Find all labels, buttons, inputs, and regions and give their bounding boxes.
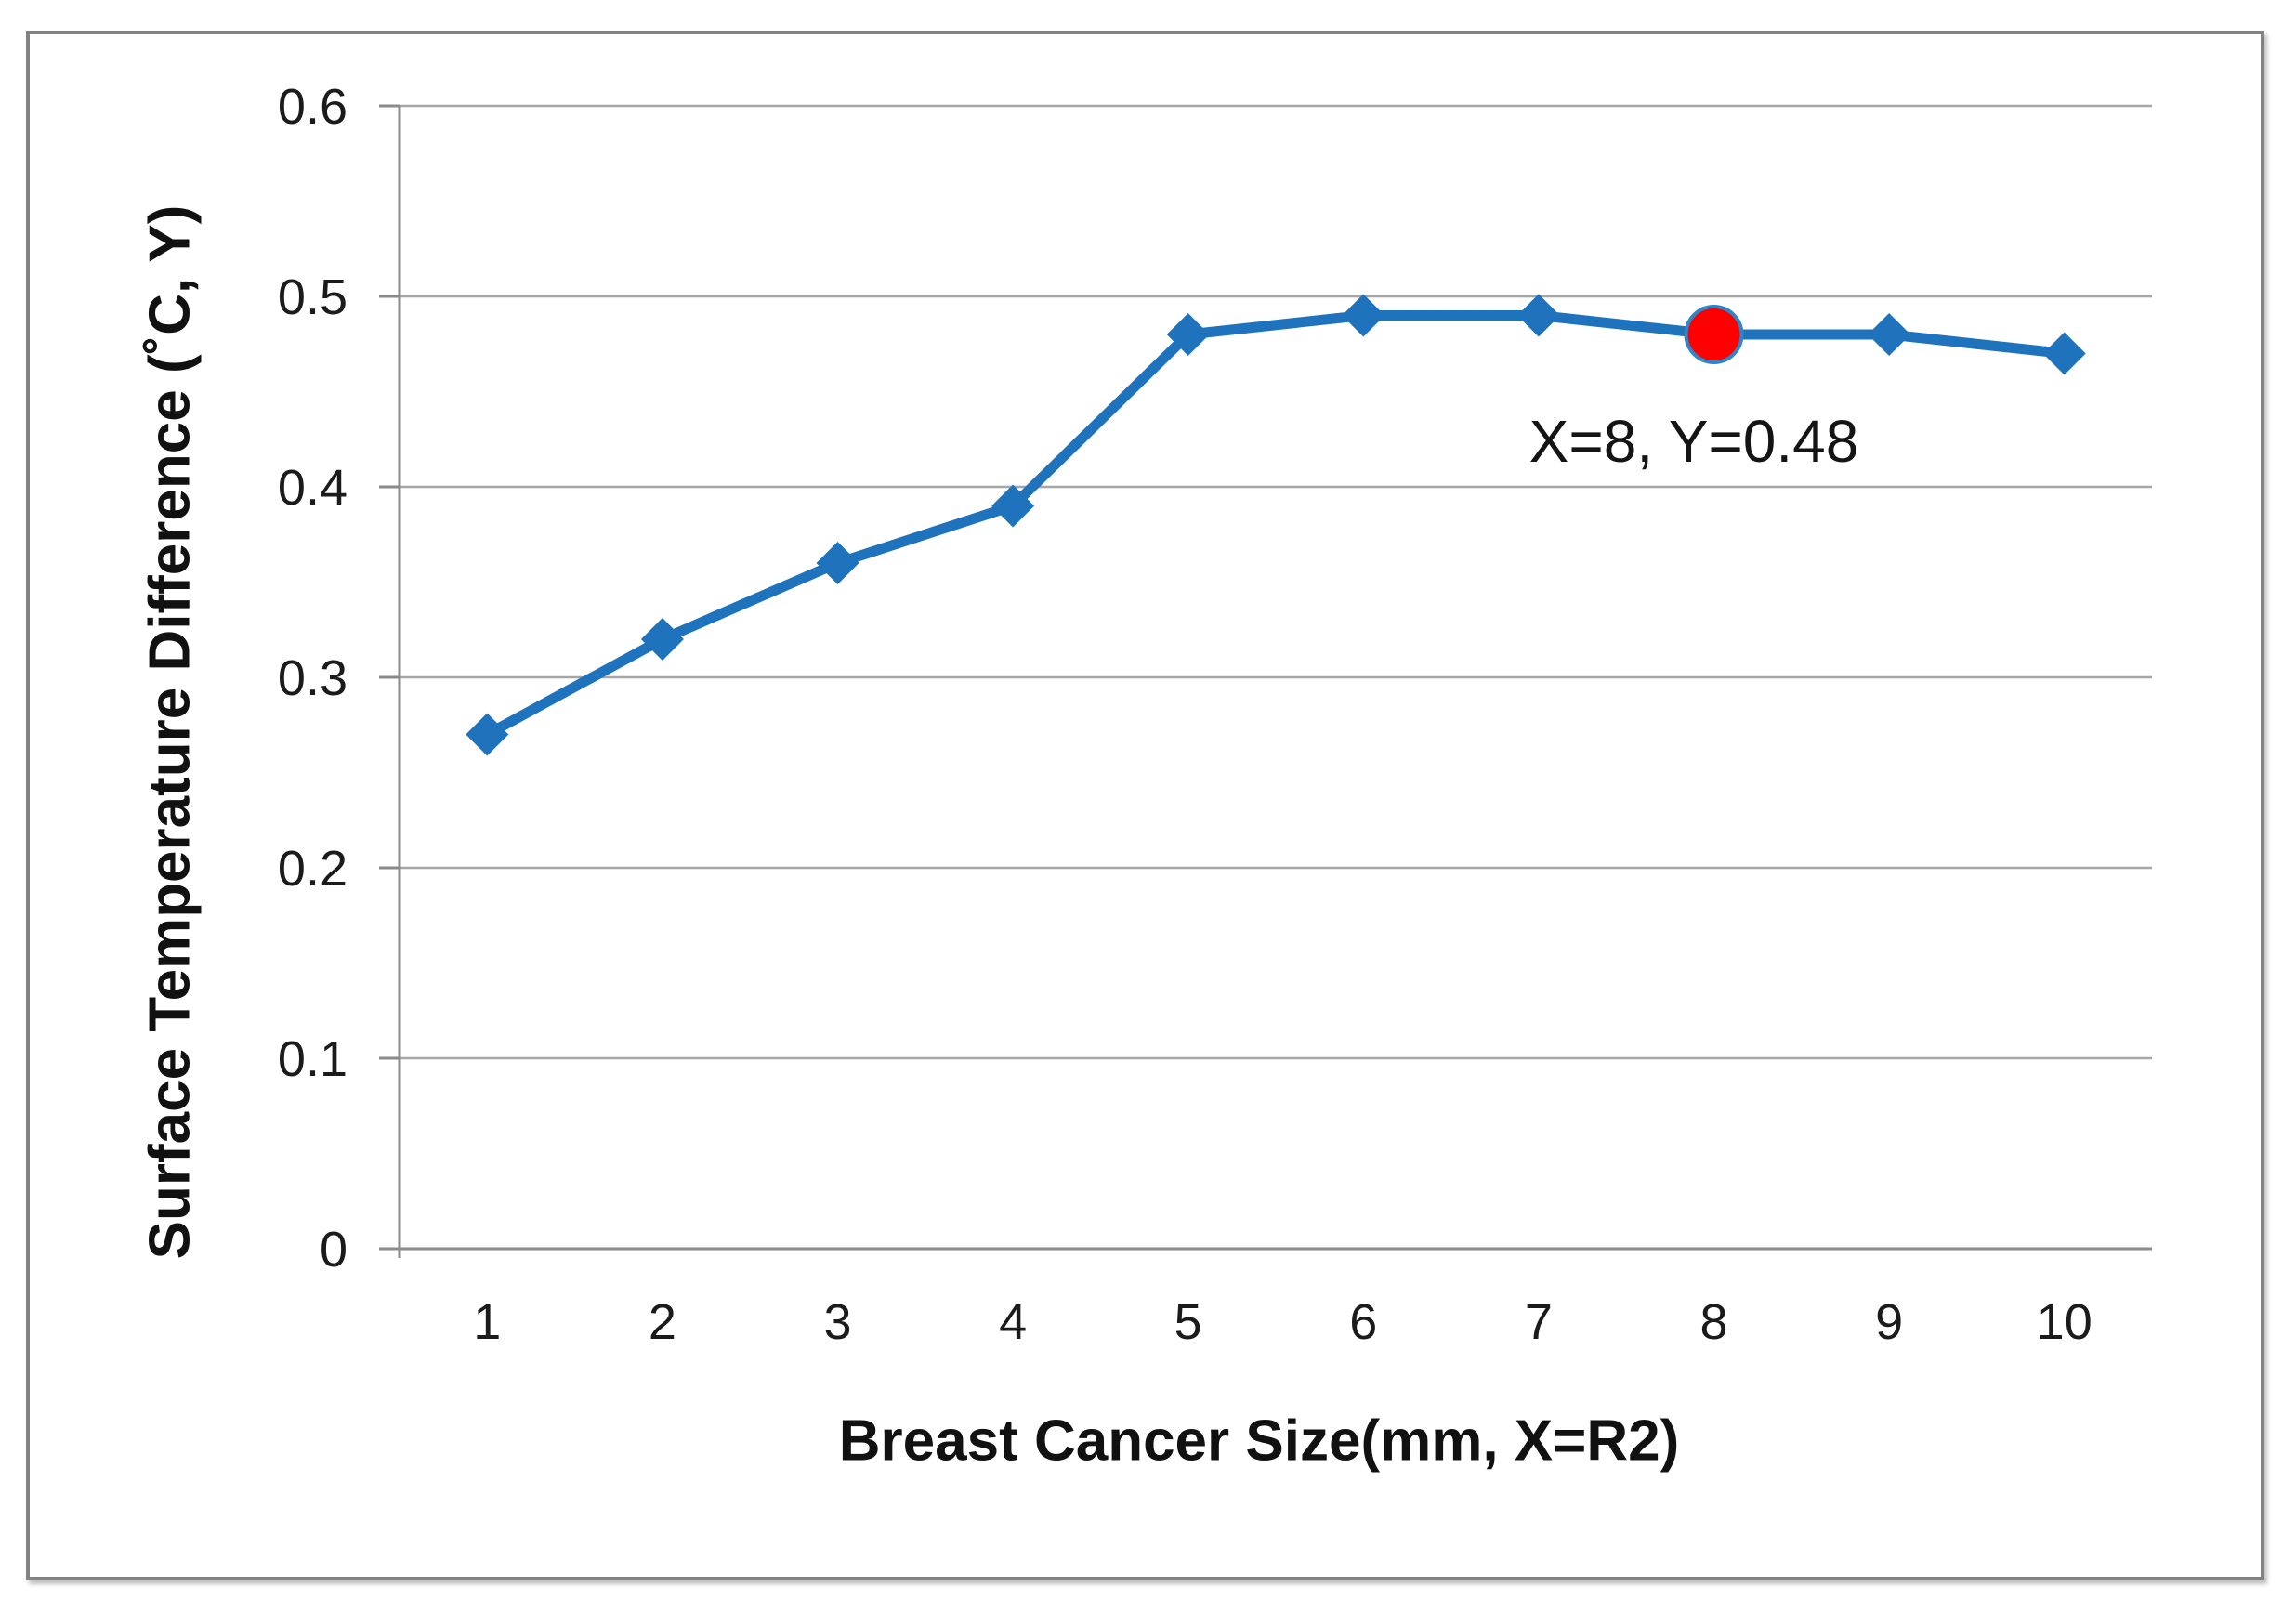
y-tick-label: 0.6: [278, 79, 348, 135]
data-point-marker: [991, 484, 1035, 528]
x-tick-label: 5: [1174, 1294, 1202, 1350]
data-point-marker: [2042, 332, 2086, 375]
y-axis-title: Surface Temperature Difference (˚C, Y): [138, 204, 203, 1260]
y-tick-label: 0: [320, 1222, 348, 1278]
x-tick-label: 6: [1349, 1294, 1377, 1350]
x-tick-label: 10: [2037, 1294, 2093, 1350]
x-tick-label: 3: [823, 1294, 851, 1350]
x-axis-title: Breast Cancer Size(mm, X=R2): [838, 1409, 1680, 1474]
grid-layer: [400, 104, 2152, 1060]
y-tick-label: 0.2: [278, 841, 348, 897]
y-tick-label: 0.4: [278, 460, 348, 516]
y-tick-label: 0.5: [278, 269, 348, 325]
series-line: [481, 310, 2070, 740]
x-tick-label: 8: [1699, 1294, 1727, 1350]
x-tick-label: 7: [1525, 1294, 1553, 1350]
point-annotation: X=8, Y=0.48: [1528, 408, 1859, 475]
data-point-marker: [640, 618, 684, 661]
data-point-marker: [1342, 294, 1385, 337]
x-tick-label: 1: [473, 1294, 501, 1350]
highlight-layer: [1684, 305, 1744, 364]
data-point-marker: [1516, 294, 1560, 337]
tick-label-layer: 0 0.1 0.2 0.3 0.4 0.5 0.6 1 2 3 4 5 6 7 8 9 10: [278, 79, 2093, 1350]
x-tick-label: 9: [1875, 1294, 1903, 1350]
data-point-marker: [816, 542, 859, 584]
figure-border: [26, 31, 2264, 1580]
y-tick-label: 0.1: [278, 1031, 348, 1087]
data-point-marker: [1868, 313, 1911, 356]
series-layer: [466, 294, 2086, 756]
x-tick-label: 2: [649, 1294, 676, 1350]
highlighted-data-point: [1684, 305, 1744, 364]
x-tick-label: 4: [999, 1294, 1027, 1350]
axis-layer: [379, 104, 2152, 1258]
y-tick-label: 0.3: [278, 650, 348, 706]
data-point-marker: [466, 713, 509, 756]
data-point-marker: [1166, 313, 1210, 356]
